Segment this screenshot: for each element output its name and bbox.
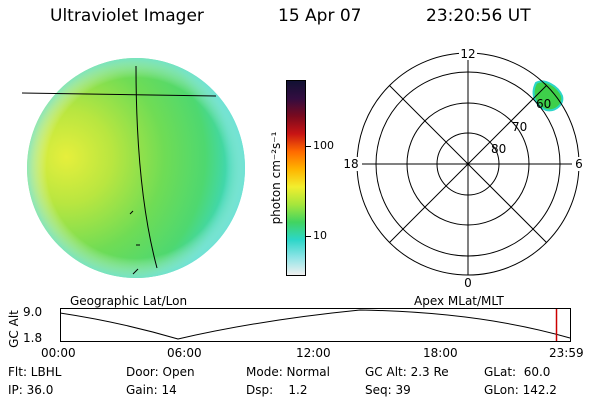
auroral-spot xyxy=(532,80,564,112)
geographic-label: Geographic Lat/Lon xyxy=(70,294,188,308)
colorbar-tick xyxy=(306,236,311,237)
geographic-image xyxy=(21,58,245,278)
apex-label: Apex MLat/MLT xyxy=(414,294,504,308)
glon-info: GLon: 142.2 xyxy=(484,383,557,397)
altitude-curve xyxy=(60,309,571,340)
door-info: Door: Open xyxy=(126,365,195,379)
instrument-title: Ultraviolet Imager xyxy=(50,6,204,26)
timeline-plot xyxy=(60,308,571,342)
timeline-y-label: GC Alt xyxy=(7,310,21,348)
mlt-label-left: 18 xyxy=(343,157,358,171)
mlt-label-bottom: 0 xyxy=(464,276,472,290)
colorbar-tick-label: 100 xyxy=(313,139,334,152)
glat-info: GLat: 60.0 xyxy=(484,365,551,379)
colorbar-gradient xyxy=(287,81,305,275)
timeline-tick-label: 00:00 xyxy=(41,346,76,360)
mlt-label-right: 6 xyxy=(575,157,583,171)
mlat-label: 60 xyxy=(536,97,551,111)
mlat-label: 70 xyxy=(512,120,527,134)
filter-info: Flt: LBHL xyxy=(8,365,62,379)
timeline-y-min: 1.8 xyxy=(23,331,43,345)
polar-plot: 12 18 6 0 60 70 80 xyxy=(340,46,586,290)
colorbar-unit-label: photon cm⁻²s⁻¹ xyxy=(269,131,283,225)
colorbar-tick-label: 10 xyxy=(313,229,327,242)
mlt-label-top: 12 xyxy=(460,47,475,61)
longitude-line xyxy=(135,65,158,269)
colorbar xyxy=(286,80,306,276)
timeline-tick-label: 23:59 xyxy=(549,346,584,360)
coast-mark xyxy=(132,268,139,275)
earth-disk-rim xyxy=(27,58,245,278)
timeline-tick-label: 06:00 xyxy=(167,346,202,360)
coast-mark xyxy=(129,210,134,215)
latitude-line xyxy=(21,92,217,97)
dsp-info: Dsp: 1.2 xyxy=(246,383,308,397)
date-label: 15 Apr 07 xyxy=(278,6,362,26)
seq-info: Seq: 39 xyxy=(365,383,411,397)
timeline-tick-label: 18:00 xyxy=(423,346,458,360)
time-label: 23:20:56 UT xyxy=(426,6,531,26)
gc-alt-info: GC Alt: 2.3 Re xyxy=(365,365,449,379)
polar-diagonal xyxy=(389,85,547,243)
colorbar-tick xyxy=(306,146,311,147)
ip-info: IP: 36.0 xyxy=(8,383,54,397)
mlat-label: 80 xyxy=(491,142,506,156)
timeline-tick-label: 12:00 xyxy=(296,346,331,360)
gain-info: Gain: 14 xyxy=(126,383,177,397)
mode-info: Mode: Normal xyxy=(246,365,330,379)
timeline-y-max: 9.0 xyxy=(23,305,43,319)
